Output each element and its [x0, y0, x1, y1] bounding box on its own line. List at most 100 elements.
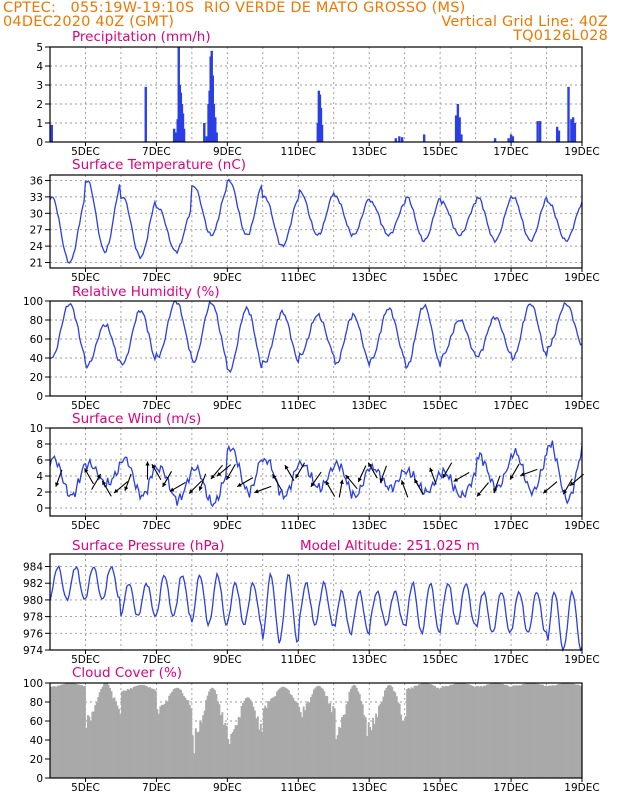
cloud-bar	[499, 683, 502, 778]
cloud-bar	[230, 734, 233, 778]
cloud-bar	[339, 727, 342, 778]
cloud-bar	[528, 683, 531, 778]
y-tick-label: 6	[36, 455, 43, 467]
y-tick-label: 30	[30, 208, 43, 220]
cloud-bar	[94, 705, 97, 778]
cloud-bar	[227, 739, 230, 778]
cloud-bar	[206, 695, 209, 778]
cloud-bar	[318, 686, 321, 778]
cloud-bar	[166, 701, 169, 778]
wind-arrow-head	[198, 486, 203, 491]
cloud-bar	[412, 688, 414, 778]
wind-arrow	[272, 473, 282, 491]
cloud-bar	[417, 684, 420, 778]
cloud-bar	[153, 689, 156, 778]
cloud-bar	[558, 683, 561, 778]
cloud-bar	[149, 687, 151, 778]
cloud-bar	[415, 685, 417, 778]
cloud-bar	[545, 685, 547, 778]
cloud-bar	[85, 727, 88, 778]
cloud-bar	[314, 687, 317, 778]
cloud-bar	[69, 683, 72, 778]
cloud-bar	[255, 718, 258, 778]
wind-arrow	[295, 462, 306, 479]
wind-arrow	[345, 474, 358, 490]
cloud-bar	[539, 684, 542, 778]
cloud-bar	[128, 689, 131, 778]
cloud-bar	[113, 697, 116, 778]
header-datetime: 04DEC2020 40Z (GMT)	[3, 14, 175, 30]
cloud-bar	[386, 685, 389, 778]
cloud-bar	[381, 701, 383, 778]
y-tick-label: 2	[36, 487, 43, 499]
cloud-bar	[555, 685, 558, 778]
precip-bar	[454, 115, 458, 142]
x-tick-label: 9DEC	[213, 400, 242, 412]
precip-bar	[50, 124, 53, 142]
cloud-bar	[165, 700, 168, 778]
cloud-bar	[187, 700, 190, 778]
cloud-bar	[243, 700, 246, 778]
cloud-bar	[552, 685, 555, 778]
precip-bar	[215, 132, 218, 142]
cloud-bar	[183, 696, 185, 778]
x-tick-label: 17DEC	[493, 520, 528, 532]
y-tick-label: 978	[23, 612, 43, 624]
wind-arrow-head	[429, 467, 434, 473]
wind-arrow	[413, 478, 424, 495]
cloud-bar	[215, 694, 218, 778]
cloud-bar	[525, 683, 528, 778]
cloud-bar	[91, 711, 94, 778]
cloud-bar	[431, 684, 434, 778]
y-tick-label: 0	[36, 773, 43, 785]
x-tick-label: 19DEC	[564, 520, 599, 532]
cloud-bar	[550, 685, 553, 778]
wind-arrow	[325, 480, 336, 497]
cloud-bar	[378, 705, 380, 778]
x-tick-label: 11DEC	[281, 782, 316, 794]
cloud-bar	[496, 683, 499, 778]
cloud-bar	[271, 697, 274, 778]
cloud-bar	[52, 686, 55, 778]
cloud-bar	[218, 704, 221, 778]
cloud-bar	[352, 684, 355, 778]
cloud-bar	[150, 688, 153, 778]
wind-arrow	[453, 471, 470, 482]
panel-frame	[49, 427, 583, 517]
cloud-bar	[503, 684, 506, 778]
x-tick-label: 13DEC	[351, 654, 386, 666]
y-tick-label: 20	[30, 372, 43, 384]
cloud-bar	[259, 723, 262, 778]
cloud-bar	[211, 687, 213, 778]
y-tick-label: 8	[36, 439, 43, 451]
y-tick-label: 2	[36, 99, 43, 111]
cloud-bar	[293, 700, 296, 778]
y-tick-label: 100	[23, 678, 43, 690]
wind-arrow-head	[102, 480, 107, 486]
cloud-bar	[519, 685, 522, 778]
cloud-bar	[276, 691, 278, 778]
cloud-bar	[574, 684, 577, 778]
cloud-bar	[491, 683, 494, 778]
cloud-bar	[82, 686, 85, 778]
y-tick-label: 4	[36, 471, 43, 483]
x-tick-label: 5DEC	[71, 654, 100, 666]
wind-arrow-head	[520, 472, 525, 477]
cloud-bar	[233, 729, 236, 778]
x-tick-label: 5DEC	[71, 782, 100, 794]
cloud-bar	[360, 700, 363, 778]
x-tick-label: 17DEC	[493, 782, 528, 794]
panel-frame	[49, 682, 583, 779]
panel-frame	[49, 300, 583, 397]
cloud-bar	[508, 686, 510, 778]
cloud-bar	[132, 686, 135, 778]
x-tick-label: 9DEC	[213, 272, 242, 284]
wind-arrow-head	[368, 462, 373, 468]
cloud-bar	[86, 715, 89, 778]
cloud-bar	[199, 720, 202, 778]
wind-arrow	[493, 475, 501, 493]
precip-bar	[573, 123, 577, 142]
cloud-bar	[357, 691, 360, 778]
cloud-bar	[106, 683, 109, 778]
